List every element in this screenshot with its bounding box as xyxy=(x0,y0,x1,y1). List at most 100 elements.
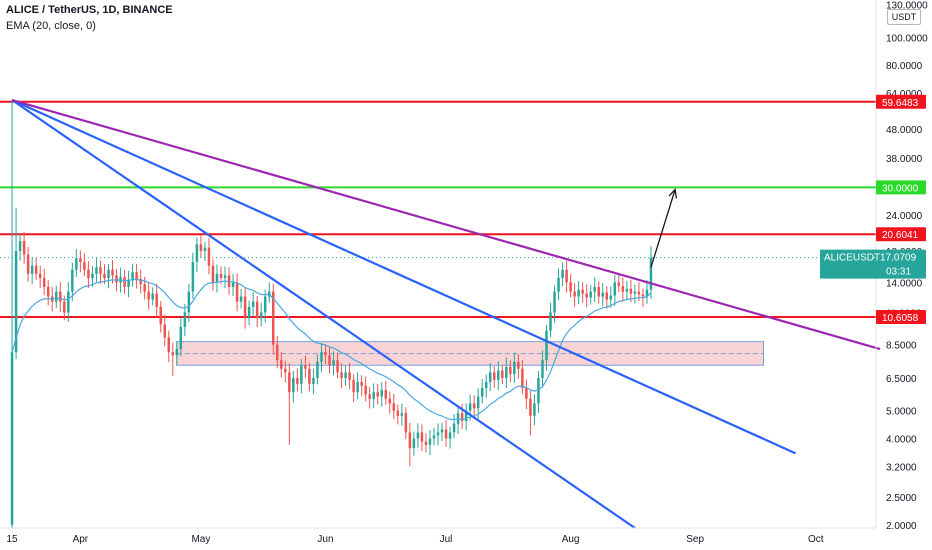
candle-body[interactable] xyxy=(464,410,468,422)
last-price-tag[interactable] xyxy=(820,249,926,279)
candle-body[interactable] xyxy=(247,306,251,319)
candle-body[interactable] xyxy=(46,286,50,297)
candle-body[interactable] xyxy=(255,301,259,319)
candle-body[interactable] xyxy=(284,368,287,373)
candle-body[interactable] xyxy=(472,403,476,409)
candle-body[interactable] xyxy=(26,254,30,274)
level-price-tag[interactable] xyxy=(876,227,926,242)
candle-body[interactable] xyxy=(18,241,22,252)
candle-body[interactable] xyxy=(59,291,62,302)
candle-body[interactable] xyxy=(187,291,191,313)
candle-body[interactable] xyxy=(633,291,637,294)
candle-body[interactable] xyxy=(376,392,379,397)
candle-body[interactable] xyxy=(380,390,383,397)
candle-body[interactable] xyxy=(484,381,488,388)
candle-body[interactable] xyxy=(111,269,114,276)
candle-body[interactable] xyxy=(296,377,299,384)
candle-body[interactable] xyxy=(99,267,102,274)
candle-body[interactable] xyxy=(621,285,625,292)
candle-body[interactable] xyxy=(569,282,572,292)
candle-body[interactable] xyxy=(412,438,416,449)
candle-body[interactable] xyxy=(308,368,311,384)
candle-body[interactable] xyxy=(589,291,592,298)
candle-body[interactable] xyxy=(476,396,480,409)
symbol-title[interactable]: ALICE / TetherUS, 1D, BINANCE xyxy=(6,4,173,16)
candle-body[interactable] xyxy=(135,272,138,279)
candle-body[interactable] xyxy=(557,278,560,292)
trendline[interactable] xyxy=(11,98,881,351)
candle-body[interactable] xyxy=(312,377,315,384)
candle-body[interactable] xyxy=(163,324,166,338)
candle-body[interactable] xyxy=(356,381,359,393)
candle-body[interactable] xyxy=(637,291,641,295)
candle-body[interactable] xyxy=(497,370,500,380)
candle-body[interactable] xyxy=(488,372,492,382)
candle-body[interactable] xyxy=(147,291,150,300)
candle-body[interactable] xyxy=(344,372,347,378)
candle-body[interactable] xyxy=(103,273,106,279)
candle-body[interactable] xyxy=(83,261,86,270)
candle-body[interactable] xyxy=(280,360,283,369)
candle-body[interactable] xyxy=(288,372,291,393)
candle-body[interactable] xyxy=(480,387,484,397)
candle-body[interactable] xyxy=(336,360,339,373)
currency-unit-badge[interactable]: USDT xyxy=(887,9,921,25)
candle-body[interactable] xyxy=(521,368,524,388)
candle-body[interactable] xyxy=(613,282,617,296)
ema-line[interactable] xyxy=(11,279,652,421)
candle-body[interactable] xyxy=(324,352,327,356)
trendline[interactable] xyxy=(11,99,797,455)
candle-body[interactable] xyxy=(513,361,516,375)
candle-body[interactable] xyxy=(34,265,38,274)
candle-body[interactable] xyxy=(131,272,134,280)
candle-body[interactable] xyxy=(593,286,596,292)
candle-body[interactable] xyxy=(509,366,512,375)
candle-body[interactable] xyxy=(533,403,536,416)
candle-body[interactable] xyxy=(115,275,118,283)
candle-body[interactable] xyxy=(436,432,440,436)
candle-body[interactable] xyxy=(460,413,464,422)
candle-body[interactable] xyxy=(408,432,412,449)
candle-body[interactable] xyxy=(444,429,448,439)
candle-body[interactable] xyxy=(87,269,90,279)
candle-body[interactable] xyxy=(629,288,633,294)
candle-body[interactable] xyxy=(292,377,295,393)
candle-body[interactable] xyxy=(392,403,396,411)
candle-body[interactable] xyxy=(10,352,14,525)
candle-body[interactable] xyxy=(79,258,82,262)
candle-body[interactable] xyxy=(585,293,588,298)
trendline[interactable] xyxy=(11,99,636,529)
candle-body[interactable] xyxy=(597,286,600,297)
candle-body[interactable] xyxy=(553,291,556,313)
candle-body[interactable] xyxy=(452,423,456,433)
candle-body[interactable] xyxy=(388,398,392,404)
candle-body[interactable] xyxy=(545,330,548,361)
candle-body[interactable] xyxy=(328,355,331,366)
candle-body[interactable] xyxy=(332,360,335,366)
candle-body[interactable] xyxy=(448,432,452,439)
candle-body[interactable] xyxy=(501,370,504,378)
candle-body[interactable] xyxy=(171,352,175,356)
candle-body[interactable] xyxy=(195,244,199,262)
candle-body[interactable] xyxy=(420,432,424,442)
candle-body[interactable] xyxy=(123,277,126,287)
indicator-legend[interactable]: EMA (20, close, 0) xyxy=(6,20,96,32)
candle-body[interactable] xyxy=(505,366,508,378)
candle-body[interactable] xyxy=(75,258,78,270)
candle-body[interactable] xyxy=(541,360,544,378)
candle-body[interactable] xyxy=(235,282,239,302)
candle-body[interactable] xyxy=(243,296,247,319)
candle-body[interactable] xyxy=(259,312,263,319)
candle-body[interactable] xyxy=(625,288,629,292)
level-price-tag[interactable] xyxy=(876,180,926,195)
candle-body[interactable] xyxy=(601,292,604,297)
candle-body[interactable] xyxy=(179,326,183,350)
candle-body[interactable] xyxy=(404,413,408,433)
level-price-tag[interactable] xyxy=(876,94,926,109)
projection-arrow-line[interactable] xyxy=(650,189,676,268)
candle-body[interactable] xyxy=(577,289,580,297)
candle-body[interactable] xyxy=(529,398,532,416)
candle-body[interactable] xyxy=(139,278,142,285)
candle-body[interactable] xyxy=(605,292,609,300)
